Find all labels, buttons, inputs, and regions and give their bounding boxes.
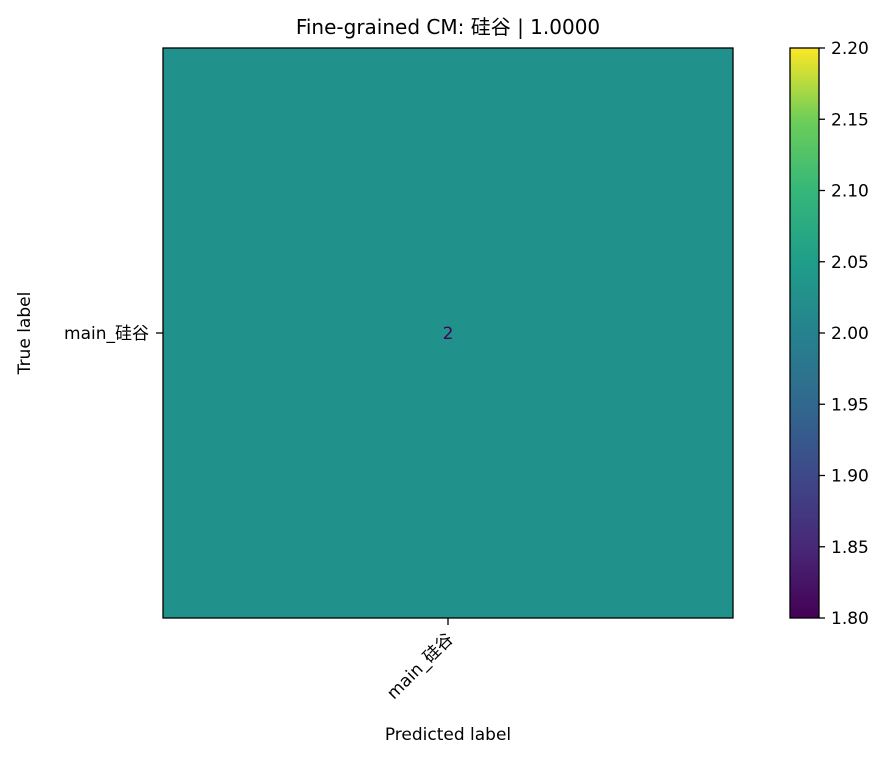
colorbar-tick-label: 2.00 bbox=[831, 324, 869, 344]
colorbar-ticks: 1.80 1.85 1.90 1.95 2.00 2.05 2.10 2.15 2.20 bbox=[819, 39, 869, 629]
y-axis-ticks: main_硅谷 bbox=[64, 324, 163, 344]
colorbar-tick-label: 2.20 bbox=[831, 39, 869, 59]
x-axis-ticks: main_硅谷 bbox=[383, 618, 458, 704]
colorbar-tick-label: 1.95 bbox=[831, 395, 869, 415]
cell-value-label: 2 bbox=[443, 324, 454, 344]
colorbar-tick-label: 2.10 bbox=[831, 182, 869, 202]
x-axis-label: Predicted label bbox=[385, 725, 511, 745]
y-axis-label: True label bbox=[15, 292, 35, 376]
colorbar-tick-label: 1.85 bbox=[831, 538, 869, 558]
colorbar bbox=[789, 47, 820, 619]
chart-title: Fine-grained CM: 硅谷 | 1.0000 bbox=[296, 15, 600, 39]
colorbar-tick-label: 1.90 bbox=[831, 467, 869, 487]
colorbar-tick-label: 2.15 bbox=[831, 110, 869, 130]
heatmap-cell bbox=[163, 48, 733, 618]
heatmap-cells: 2 bbox=[163, 48, 733, 618]
colorbar-tick-label: 2.05 bbox=[831, 253, 869, 273]
y-tick-label: main_硅谷 bbox=[64, 324, 149, 344]
colorbar-tick-label: 1.80 bbox=[831, 609, 869, 629]
x-tick-label: main_硅谷 bbox=[383, 629, 457, 703]
